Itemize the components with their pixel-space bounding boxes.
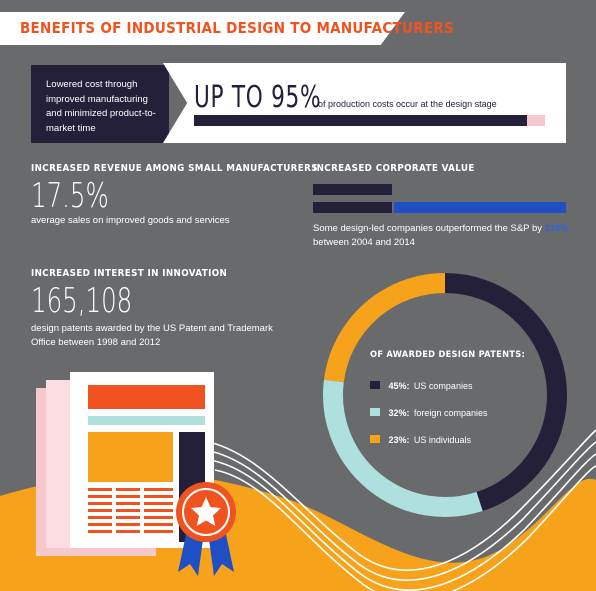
revenue-value: 17.5%	[31, 176, 109, 216]
legend-label: foreign companies	[413, 408, 488, 418]
legend-label: US individuals	[413, 435, 471, 445]
cost-bar-remainder	[527, 115, 545, 126]
legend-percent: 23%:	[388, 435, 410, 445]
corporate-heading: INCREASED CORPORATE VALUE	[313, 163, 475, 174]
legend-label: US companies	[413, 381, 473, 391]
legend-swatch-us-individuals	[370, 434, 380, 443]
corporate-description-suffix: between 2004 and 2014	[313, 237, 415, 248]
revenue-heading: INCREASED REVENUE AMONG SMALL MANUFACTUR…	[31, 163, 318, 174]
corporate-description: Some design-led companies outperformed t…	[313, 222, 573, 250]
innovation-value: 165,108	[31, 281, 133, 321]
corporate-bar-design-led-extra	[394, 202, 566, 213]
decorative-wave-lines	[199, 429, 596, 591]
donut-slice-us-companies	[444, 273, 567, 512]
legend-item-us-companies: 45%: US companies	[370, 376, 472, 394]
corporate-bar-design-led-base	[313, 202, 392, 213]
cost-description: Lowered cost through improved manufactur…	[46, 79, 156, 134]
cost-bar-filled	[194, 115, 527, 126]
donut-slice-us-individuals	[323, 273, 446, 383]
legend-swatch-foreign-companies	[370, 407, 380, 416]
innovation-heading: INCREASED INTEREST IN INNOVATION	[31, 268, 228, 279]
award-ribbon-icon	[176, 482, 236, 576]
corporate-percent: 219%	[544, 223, 569, 234]
donut-slice-foreign-companies	[323, 379, 483, 517]
legend-percent: 45%:	[388, 381, 410, 391]
cost-headline: UP TO 95%	[194, 80, 322, 115]
page-title: BENEFITS OF INDUSTRIAL DESIGN TO MANUFAC…	[20, 19, 455, 37]
patents-donut-chart	[323, 273, 567, 517]
cost-description-box	[31, 65, 169, 143]
cost-stat-box	[163, 63, 566, 143]
revenue-description: average sales on improved goods and serv…	[31, 215, 230, 226]
innovation-description: design patents awarded by the US Patent …	[31, 323, 273, 348]
legend-percent: 32%:	[388, 408, 410, 418]
patents-legend-title: OF AWARDED DESIGN PATENTS:	[370, 350, 526, 360]
cost-subtext: of production costs occur at the design …	[318, 99, 497, 109]
corporate-description-prefix: Some design-led companies outperformed t…	[313, 223, 543, 234]
legend-item-foreign-companies: 32%: foreign companies	[370, 403, 487, 421]
star-icon	[191, 497, 221, 526]
corporate-bar-baseline	[313, 184, 392, 195]
legend-item-us-individuals: 23%: US individuals	[370, 430, 471, 448]
title-banner	[0, 12, 405, 45]
legend-swatch-us-companies	[370, 380, 380, 389]
